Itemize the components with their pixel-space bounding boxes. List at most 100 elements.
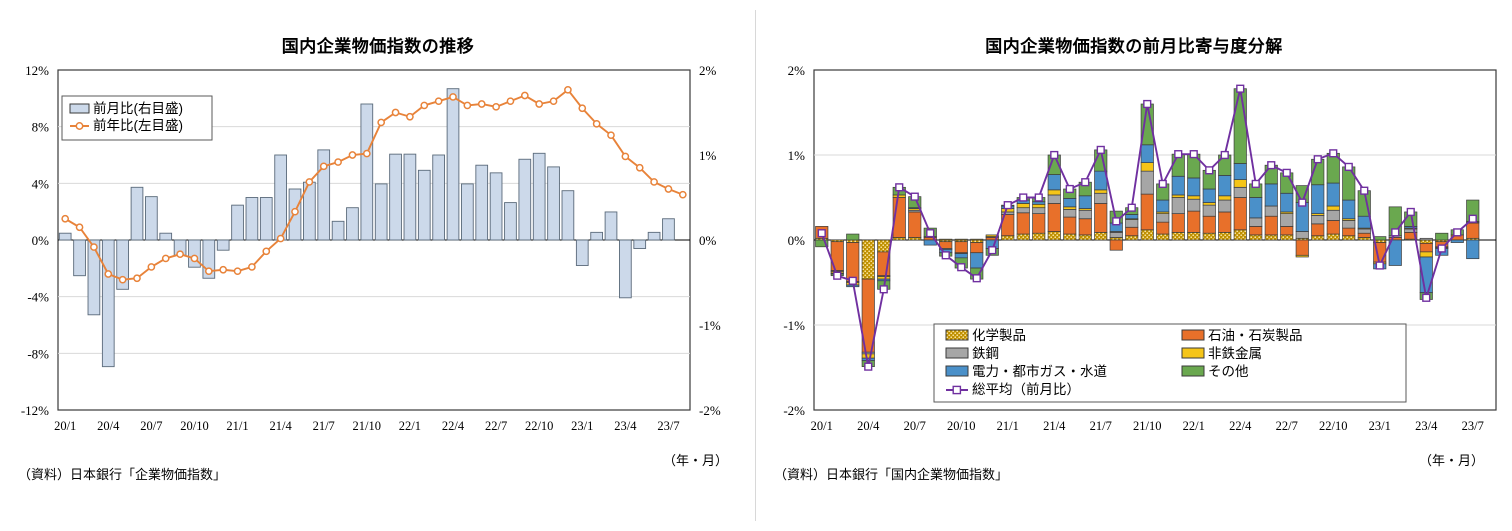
line-marker — [190, 254, 199, 263]
bar-segment — [1218, 211, 1232, 233]
bar-segment — [1326, 233, 1340, 241]
bar-segment — [1218, 195, 1232, 201]
x-axis-tick-label: 20/7 — [904, 419, 926, 433]
x-axis-tick-label: 23/1 — [571, 419, 593, 433]
line-marker — [564, 85, 572, 94]
y-axis-left-tick-label: -4% — [27, 290, 49, 305]
total-line-marker — [817, 229, 826, 238]
y-axis-tick-label: -2% — [783, 403, 805, 418]
bar-segment — [1156, 199, 1170, 213]
bar — [647, 231, 661, 241]
line-marker — [578, 104, 587, 113]
bar-segment — [970, 238, 984, 241]
bar-segment — [1249, 197, 1263, 219]
y-axis-right-tick-label: -1% — [699, 318, 721, 333]
x-axis-tick-label: 22/7 — [1276, 419, 1298, 433]
y-axis-right-tick-label: 0% — [699, 233, 717, 248]
x-axis-tick-label: 20/4 — [97, 419, 120, 433]
legend-swatch-electric-gas-water — [945, 365, 969, 377]
left-chart-panel: 国内企業物価指数の推移 12% 8% 4% 0% -4% -8% -12% 2% 1% 0% -1%… — [18, 37, 728, 482]
x-axis-tick-label: 20/10 — [947, 419, 975, 433]
bar-segment — [1295, 231, 1309, 239]
line-marker — [276, 234, 285, 243]
bar-segment — [846, 233, 860, 241]
bar-segment — [1125, 235, 1139, 241]
total-line-marker — [1034, 193, 1043, 202]
line-marker — [406, 112, 414, 121]
line-marker — [420, 101, 429, 110]
line-marker — [75, 223, 84, 232]
bar-segment — [1016, 207, 1030, 214]
bar-segment — [1233, 186, 1247, 198]
y-axis-right-tick-label: 1% — [699, 148, 717, 163]
x-axis-tick-label: 22/10 — [1319, 419, 1347, 433]
bar-segment — [1140, 193, 1154, 231]
x-axis-tick-label: 23/4 — [1415, 419, 1438, 433]
panel-divider — [755, 10, 756, 521]
legend-label-yoy: 前年比(左目盛) — [93, 117, 183, 133]
bar — [331, 220, 345, 241]
bar-segment — [1295, 202, 1309, 232]
bar-segment — [846, 239, 860, 243]
bar — [518, 158, 532, 241]
line-marker — [61, 214, 70, 223]
bar-segment — [1342, 235, 1356, 241]
total-line-marker — [895, 183, 904, 192]
bar-segment — [954, 238, 968, 241]
bar-segment — [1187, 198, 1201, 212]
bar-segment — [1419, 243, 1433, 253]
right-chart-title: 国内企業物価指数の前月比寄与度分解 — [985, 37, 1283, 56]
bar-segment — [1342, 199, 1356, 220]
bar — [489, 172, 503, 241]
bar-segment — [1373, 236, 1387, 241]
bar-segment — [1016, 212, 1030, 235]
bar-segment — [1171, 232, 1185, 241]
bar-segment — [1140, 144, 1154, 164]
legend-box — [933, 323, 1407, 403]
bar-segment — [1264, 215, 1278, 236]
bar-segment — [1032, 232, 1046, 241]
total-line-marker — [910, 192, 919, 201]
y-axis-left-tick-label: -8% — [27, 346, 49, 361]
total-line-marker — [1468, 214, 1477, 223]
bar-segment — [1187, 195, 1201, 200]
bar-segment — [1326, 205, 1340, 211]
bar — [274, 154, 287, 241]
total-line-marker — [1344, 162, 1353, 172]
x-axis-tick-label: 22/4 — [1229, 419, 1252, 433]
legend-marker-yoy — [75, 122, 84, 130]
y-axis-right-tick-label: 2% — [699, 63, 717, 78]
total-line-marker — [1112, 217, 1121, 226]
right-chart-plot: 2% 1% 0% -1% -2% 20/1 20/4 20/7 20/10 21/1 21/4 21/… — [756, 58, 1512, 458]
bar-segment — [1187, 232, 1201, 241]
bar-segment — [1047, 189, 1061, 196]
bar-segment — [1280, 234, 1294, 241]
bar-segment — [1094, 232, 1108, 241]
y-axis-left-tick-label: 0% — [32, 233, 50, 248]
line-marker — [492, 102, 500, 111]
line-marker — [291, 207, 299, 216]
bar-segment — [1140, 162, 1154, 172]
total-line-marker — [1267, 161, 1276, 170]
total-line-marker — [1081, 178, 1090, 187]
legend-label-steel: 鉄鋼 — [972, 346, 999, 361]
y-axis-left-tick-label: 12% — [25, 63, 49, 78]
right-source-note: （資料）日本銀行「国内企業物価指数」 — [774, 467, 1009, 482]
bar-segment — [1187, 177, 1201, 197]
total-line-marker — [1406, 207, 1415, 217]
x-axis-tick-label: 22/4 — [442, 419, 465, 433]
x-axis-tick-label: 22/10 — [525, 419, 553, 433]
bar-segment — [1450, 239, 1464, 243]
bar-segment — [1326, 182, 1340, 207]
x-axis-tick-label: 22/1 — [1183, 419, 1205, 433]
line-marker — [204, 267, 213, 276]
bar-segment — [861, 239, 875, 280]
total-line-marker — [1158, 179, 1167, 189]
bar — [561, 190, 575, 241]
legend-swatch-other — [1181, 365, 1205, 377]
legend-swatch-steel — [945, 347, 969, 359]
legend-box — [61, 95, 213, 141]
line-marker — [90, 243, 98, 251]
